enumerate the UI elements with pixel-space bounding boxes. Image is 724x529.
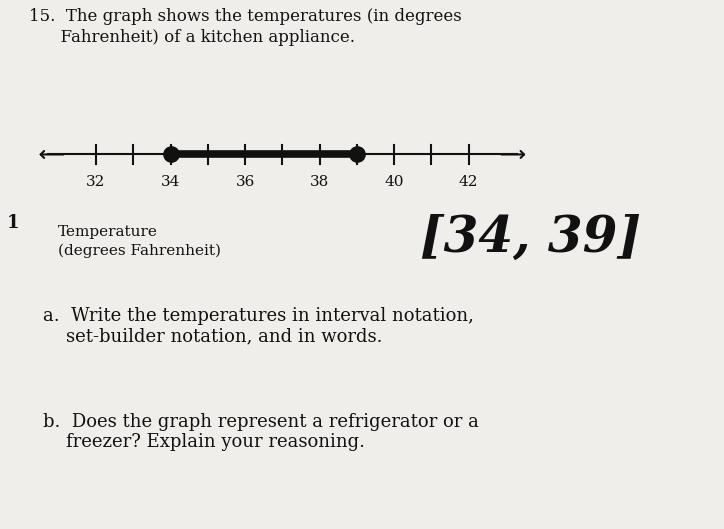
Text: 38: 38 xyxy=(310,175,329,189)
Text: Temperature: Temperature xyxy=(58,225,158,239)
Text: 40: 40 xyxy=(384,175,404,189)
Text: 42: 42 xyxy=(459,175,479,189)
Text: a.  Write the temperatures in interval notation,
    set-builder notation, and i: a. Write the temperatures in interval no… xyxy=(43,307,474,345)
Text: 15.  The graph shows the temperatures (in degrees: 15. The graph shows the temperatures (in… xyxy=(29,8,462,25)
Text: [34, 39]: [34, 39] xyxy=(420,214,641,263)
Text: 36: 36 xyxy=(235,175,255,189)
Text: 34: 34 xyxy=(161,175,180,189)
Text: Fahrenheit) of a kitchen appliance.: Fahrenheit) of a kitchen appliance. xyxy=(29,29,355,46)
Text: 1: 1 xyxy=(7,214,20,232)
Text: 32: 32 xyxy=(86,175,106,189)
Text: b.  Does the graph represent a refrigerator or a
    freezer? Explain your reaso: b. Does the graph represent a refrigerat… xyxy=(43,413,479,451)
Text: (degrees Fahrenheit): (degrees Fahrenheit) xyxy=(58,243,221,258)
